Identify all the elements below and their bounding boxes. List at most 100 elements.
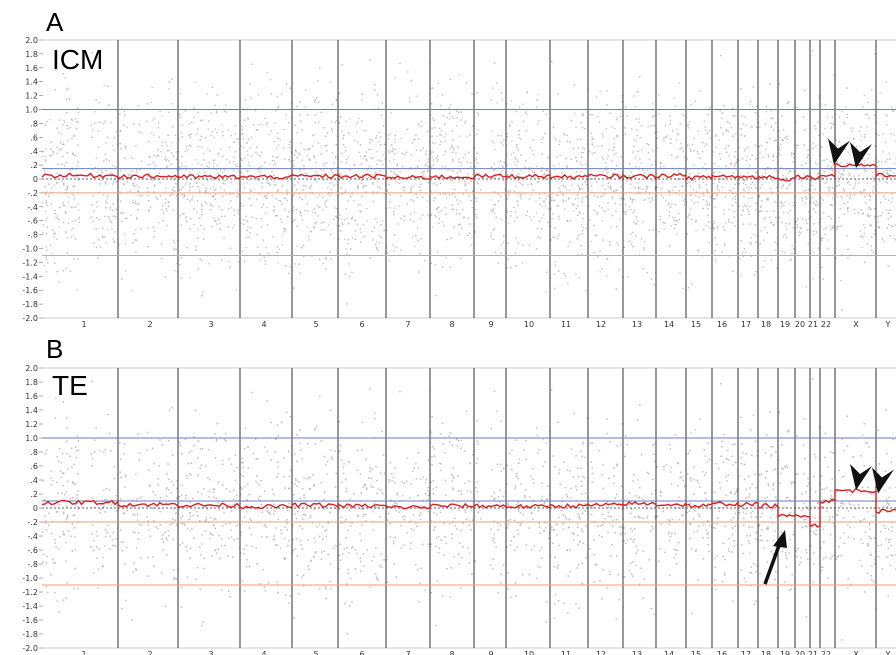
probe-point [878, 227, 880, 229]
probe-point [159, 194, 161, 197]
probe-point [454, 188, 456, 190]
probe-point [368, 148, 370, 150]
probe-point [635, 235, 637, 237]
probe-point [889, 209, 891, 211]
probe-point [778, 130, 780, 132]
probe-point [304, 106, 306, 108]
probe-point [273, 206, 275, 208]
probe-point [837, 171, 840, 173]
probe-point [467, 173, 469, 175]
probe-point [782, 185, 784, 187]
probe-point [266, 224, 268, 226]
probe-point [336, 208, 338, 210]
probe-point [416, 196, 418, 198]
probe-point [326, 144, 328, 147]
probe-point [165, 208, 167, 210]
probe-point [419, 189, 422, 191]
probe-point [582, 196, 584, 199]
probe-point [152, 162, 154, 164]
probe-point [273, 141, 275, 143]
probe-point [433, 200, 435, 202]
probe-point [677, 179, 679, 181]
probe-point [782, 129, 785, 131]
probe-point [686, 182, 688, 185]
probe-point [577, 214, 579, 216]
probe-point [208, 120, 210, 122]
probe-point [212, 205, 214, 207]
probe-point [366, 220, 368, 222]
probe-point [865, 170, 867, 172]
probe-point [292, 159, 295, 162]
probe-point [846, 182, 849, 184]
probe-point [266, 194, 268, 196]
probe-point [841, 254, 843, 256]
probe-point [846, 113, 849, 116]
probe-point [669, 119, 671, 121]
probe-point [595, 234, 598, 236]
probe-point [663, 139, 665, 142]
probe-point [545, 198, 547, 200]
probe-point [233, 214, 235, 216]
probe-point [722, 132, 724, 135]
probe-point [860, 209, 862, 211]
probe-point [844, 123, 846, 125]
probe-point [872, 251, 875, 253]
probe-point [840, 161, 842, 163]
probe-point [119, 130, 121, 133]
probe-point [392, 244, 394, 246]
probe-point [195, 159, 198, 161]
probe-point [594, 152, 596, 154]
probe-point [662, 196, 664, 199]
probe-point [451, 208, 453, 210]
probe-point [739, 257, 741, 260]
probe-point [654, 132, 656, 134]
probe-point [300, 214, 302, 217]
probe-point [525, 160, 527, 162]
probe-point [590, 132, 592, 134]
probe-point [250, 136, 253, 139]
probe-point [244, 157, 246, 159]
probe-point [533, 171, 536, 173]
probe-point [91, 136, 93, 138]
probe-point [780, 201, 782, 203]
probe-point [172, 155, 175, 158]
probe-point [189, 144, 191, 146]
probe-point [653, 229, 655, 231]
probe-point [707, 214, 709, 217]
probe-point [296, 156, 298, 159]
probe-point [67, 139, 69, 142]
probe-point [477, 114, 479, 116]
probe-point [204, 171, 206, 173]
probe-point [766, 199, 768, 201]
probe-point [872, 176, 874, 178]
probe-point [689, 121, 691, 123]
probe-point [420, 172, 422, 174]
probe-point [113, 137, 115, 139]
probe-point [320, 146, 322, 148]
probe-point [756, 171, 758, 173]
probe-point [513, 190, 515, 192]
probe-point [196, 182, 198, 184]
probe-point [849, 195, 852, 197]
probe-point [862, 212, 865, 214]
probe-point [582, 146, 584, 149]
probe-point [135, 145, 137, 147]
probe-point [399, 171, 401, 173]
probe-point [509, 215, 512, 217]
probe-point [468, 182, 470, 185]
probe-point [888, 174, 890, 176]
probe-point [247, 220, 249, 223]
probe-point [558, 233, 560, 235]
probe-point [775, 217, 777, 219]
probe-point [792, 161, 794, 163]
probe-point [201, 210, 203, 213]
probe-point [66, 252, 68, 254]
probe-point [103, 160, 105, 162]
probe-point [490, 235, 492, 237]
probe-point [342, 137, 344, 140]
probe-point [57, 163, 59, 165]
probe-point [838, 141, 840, 143]
probe-point [439, 182, 442, 184]
probe-point [863, 196, 866, 198]
probe-point [561, 175, 563, 177]
